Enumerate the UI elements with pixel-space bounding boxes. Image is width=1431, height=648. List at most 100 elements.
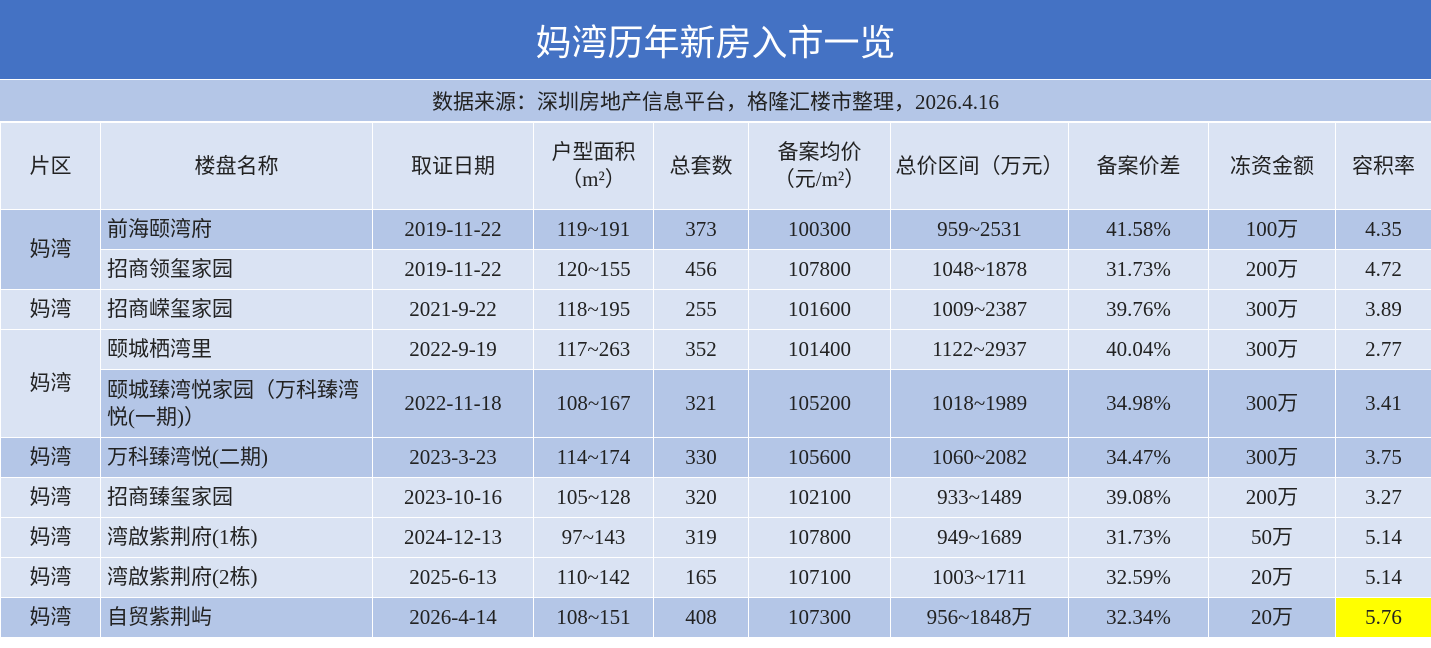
table-cell: 3.89: [1335, 289, 1431, 330]
table-cell: 2026-4-14: [372, 597, 534, 638]
table-cell: 102100: [748, 477, 891, 518]
table-cell: 5.14: [1335, 517, 1431, 558]
table-cell: 373: [653, 209, 749, 250]
table-cell: 108~151: [533, 597, 654, 638]
table-cell: 319: [653, 517, 749, 558]
district-cell: 妈湾: [0, 209, 101, 290]
column-header: 户型面积（m²）: [533, 122, 654, 210]
table-cell: 101600: [748, 289, 891, 330]
subtitle: 数据来源：深圳房地产信息平台，格隆汇楼市整理，2026.4.16: [0, 80, 1431, 122]
table-cell: 119~191: [533, 209, 654, 250]
table-cell: 2023-10-16: [372, 477, 534, 518]
table-cell: 120~155: [533, 249, 654, 290]
table-cell: 20万: [1208, 597, 1336, 638]
table-cell: 456: [653, 249, 749, 290]
table-row: 招商领玺家园 2019-11-22 120~155 456 107800 1048~187…: [1, 249, 1431, 290]
district-cell: 妈湾: [0, 557, 101, 598]
table-row: 妈湾 颐城栖湾里 2022-9-19 117~263 352 101400 1122~293…: [0, 329, 1431, 438]
table-cell: 5.14: [1335, 557, 1431, 598]
table-cell: 330: [653, 437, 749, 478]
table-cell: 20万: [1208, 557, 1336, 598]
table-cell: 2022-11-18: [372, 369, 534, 438]
column-header: 取证日期: [372, 122, 534, 210]
column-header: 备案均价（元/m²）: [748, 122, 891, 210]
table-cell: 118~195: [533, 289, 654, 330]
table-cell: 2024-12-13: [372, 517, 534, 558]
table-cell: 100300: [748, 209, 891, 250]
column-header: 片区: [0, 122, 101, 210]
project-name: 招商臻玺家园: [100, 477, 373, 518]
table-cell: 352: [653, 329, 749, 370]
table-cell: 200万: [1208, 477, 1336, 518]
project-name: 前海颐湾府: [100, 209, 373, 250]
table-row: 颐城臻湾悦家园（万科臻湾悦(一期)） 2022-11-18 108~167 321 10…: [1, 369, 1431, 438]
table-cell: 100万: [1208, 209, 1336, 250]
table-cell: 34.47%: [1068, 437, 1209, 478]
table-cell: 105200: [748, 369, 891, 438]
project-name: 招商领玺家园: [100, 249, 373, 290]
table-cell: 4.35: [1335, 209, 1431, 250]
table-cell: 2021-9-22: [372, 289, 534, 330]
table-cell: 39.08%: [1068, 477, 1209, 518]
table-cell: 4.72: [1335, 249, 1431, 290]
table-cell: 2.77: [1335, 329, 1431, 370]
table-cell: 34.98%: [1068, 369, 1209, 438]
table-cell: 321: [653, 369, 749, 438]
table-cell: 2022-9-19: [372, 329, 534, 370]
project-name: 湾啟紫荆府(2栋): [100, 557, 373, 598]
table-cell: 31.73%: [1068, 249, 1209, 290]
column-header: 楼盘名称: [100, 122, 373, 210]
column-header: 总套数: [653, 122, 749, 210]
table-cell: 40.04%: [1068, 329, 1209, 370]
table-cell: 31.73%: [1068, 517, 1209, 558]
table-cell: 41.58%: [1068, 209, 1209, 250]
table-cell: 300万: [1208, 437, 1336, 478]
column-header: 备案价差: [1068, 122, 1209, 210]
table-cell: 39.76%: [1068, 289, 1209, 330]
table-row: 妈湾 招商臻玺家园 2023-10-16 105~128 320 102100 933~14…: [0, 477, 1431, 518]
table-cell: 1122~2937: [890, 329, 1069, 370]
district-cell: 妈湾: [0, 437, 101, 478]
table-cell: 50万: [1208, 517, 1336, 558]
district-cell: 妈湾: [0, 517, 101, 558]
table-cell: 101400: [748, 329, 891, 370]
table-row: 妈湾 自贸紫荆屿 2026-4-14 108~151 408 107300 956~1848…: [0, 597, 1431, 638]
column-header: 冻资金额: [1208, 122, 1336, 210]
table-cell: 107800: [748, 249, 891, 290]
table-cell: 300万: [1208, 289, 1336, 330]
table-cell: 114~174: [533, 437, 654, 478]
district-cell: 妈湾: [0, 289, 101, 330]
table-cell: 300万: [1208, 369, 1336, 438]
table-cell: 105~128: [533, 477, 654, 518]
table-cell: 300万: [1208, 329, 1336, 370]
table-cell: 3.27: [1335, 477, 1431, 518]
table-cell: 3.41: [1335, 369, 1431, 438]
table-cell: 105600: [748, 437, 891, 478]
table-cell: 97~143: [533, 517, 654, 558]
table-cell: 1018~1989: [890, 369, 1069, 438]
district-cell: 妈湾: [0, 597, 101, 638]
project-name: 万科臻湾悦(二期): [100, 437, 373, 478]
project-name: 颐城栖湾里: [100, 329, 373, 370]
table-cell: 2025-6-13: [372, 557, 534, 598]
table-cell: 320: [653, 477, 749, 518]
table-cell: 408: [653, 597, 749, 638]
table-row: 妈湾 湾啟紫荆府(2栋) 2025-6-13 110~142 165 107100 1003…: [0, 557, 1431, 598]
table-cell: 255: [653, 289, 749, 330]
column-header: 总价区间（万元）: [890, 122, 1069, 210]
table-cell: 959~2531: [890, 209, 1069, 250]
district-cell: 妈湾: [0, 477, 101, 518]
district-cell: 妈湾: [0, 329, 101, 438]
table-cell: 1060~2082: [890, 437, 1069, 478]
table-cell: 32.34%: [1068, 597, 1209, 638]
table: 片区 楼盘名称 取证日期 户型面积（m²） 总套数 备案均价（元/m²） 总价区间（万元）备…: [0, 122, 1431, 638]
table-cell: 5.76: [1335, 597, 1431, 638]
header-row: 片区 楼盘名称 取证日期 户型面积（m²） 总套数 备案均价（元/m²） 总价区间（万元）备…: [0, 122, 1431, 210]
table-cell: 107100: [748, 557, 891, 598]
table-cell: 107800: [748, 517, 891, 558]
column-header: 容积率: [1335, 122, 1431, 210]
table-cell: 3.75: [1335, 437, 1431, 478]
title: 妈湾历年新房入市一览: [0, 0, 1431, 80]
table-cell: 2019-11-22: [372, 249, 534, 290]
